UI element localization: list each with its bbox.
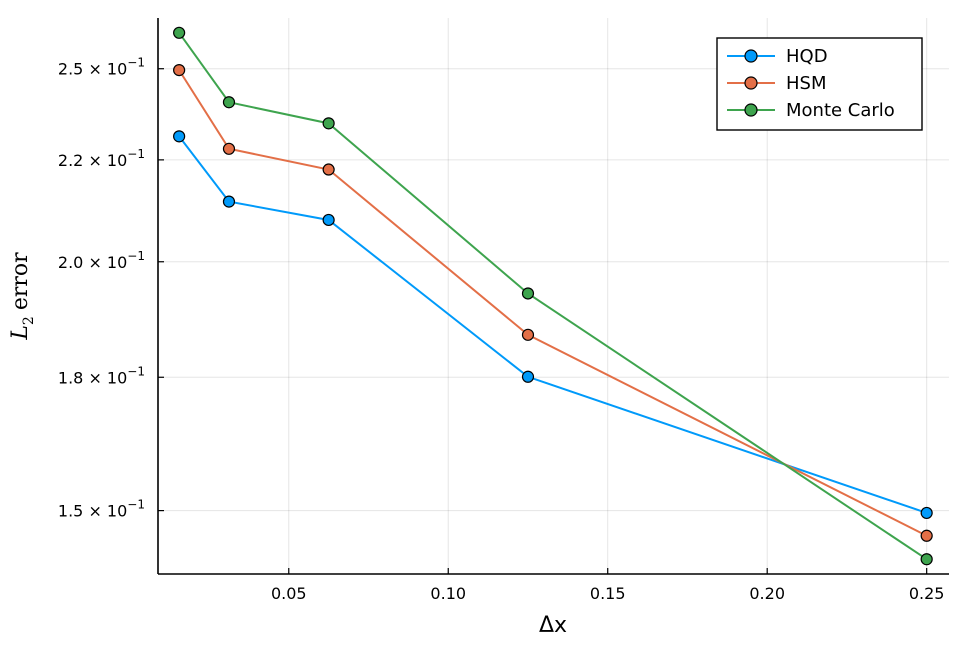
data-point-monte-carlo xyxy=(322,117,335,130)
data-point-hsm xyxy=(173,64,186,77)
data-point-hsm xyxy=(322,163,335,176)
y-axis-title-symbol: L xyxy=(8,325,33,341)
data-point-hsm xyxy=(920,529,933,542)
data-point-hqd xyxy=(521,370,535,383)
y-tick-exponent: −1 xyxy=(127,364,145,378)
legend-label-monte-carlo: Monte Carlo xyxy=(786,100,895,121)
y-tick-label: 1.5 × 10−1 xyxy=(58,498,145,521)
y-axis-title: L2 error xyxy=(8,252,37,341)
y-axis-title-subscript: 2 xyxy=(21,316,37,325)
legend-marker-hqd xyxy=(744,49,758,63)
data-point-monte-carlo xyxy=(920,553,933,566)
data-point-hqd xyxy=(173,130,186,143)
y-tick-exponent: −1 xyxy=(127,498,145,512)
y-tick-label: 2.2 × 10−1 xyxy=(58,147,145,170)
data-point-monte-carlo xyxy=(521,287,535,300)
data-point-monte-carlo xyxy=(222,96,236,109)
x-tick-label: 0.15 xyxy=(590,584,626,603)
y-tick-mantissa: 2.0 × 10 xyxy=(58,253,127,272)
data-point-hsm xyxy=(521,328,535,341)
svg-text:L2error: L2 error xyxy=(8,252,37,341)
data-point-monte-carlo xyxy=(173,26,186,39)
y-tick-mantissa: 2.2 × 10 xyxy=(58,151,127,170)
legend-label-hqd: HQD xyxy=(786,46,828,67)
data-point-hqd xyxy=(222,195,236,208)
y-tick-exponent: −1 xyxy=(127,147,145,161)
x-tick-label: 0.05 xyxy=(271,584,307,603)
x-ticks: 0.05 0.10 0.15 0.20 0.25 xyxy=(271,568,945,603)
legend-marker-monte-carlo xyxy=(744,103,758,117)
y-tick-label: 1.8 × 10−1 xyxy=(58,364,145,387)
data-point-hqd xyxy=(920,506,933,520)
x-tick-label: 0.20 xyxy=(749,584,785,603)
legend-marker-hsm xyxy=(744,76,758,90)
x-tick-label: 0.25 xyxy=(909,584,945,603)
y-tick-exponent: −1 xyxy=(127,249,145,263)
y-tick-exponent: −1 xyxy=(127,56,145,70)
data-point-hqd xyxy=(322,213,335,227)
legend-label-hsm: HSM xyxy=(786,73,827,94)
y-tick-label: 2.0 × 10−1 xyxy=(58,249,145,272)
y-ticks: 1.5 × 10−11.8 × 10−12.0 × 10−12.2 × 10−1… xyxy=(58,56,164,521)
axes xyxy=(157,18,949,575)
series-layer xyxy=(173,26,933,566)
y-tick-label: 2.5 × 10−1 xyxy=(58,56,145,79)
x-tick-label: 0.10 xyxy=(430,584,466,603)
y-axis-title-word: error xyxy=(8,252,33,310)
y-tick-mantissa: 2.5 × 10 xyxy=(58,60,127,79)
y-tick-mantissa: 1.8 × 10 xyxy=(58,368,127,387)
legend: HQD HSM Monte Carlo xyxy=(716,37,923,131)
y-tick-mantissa: 1.5 × 10 xyxy=(58,502,127,521)
x-axis-title: Δx xyxy=(539,613,567,638)
data-point-hsm xyxy=(222,142,236,155)
